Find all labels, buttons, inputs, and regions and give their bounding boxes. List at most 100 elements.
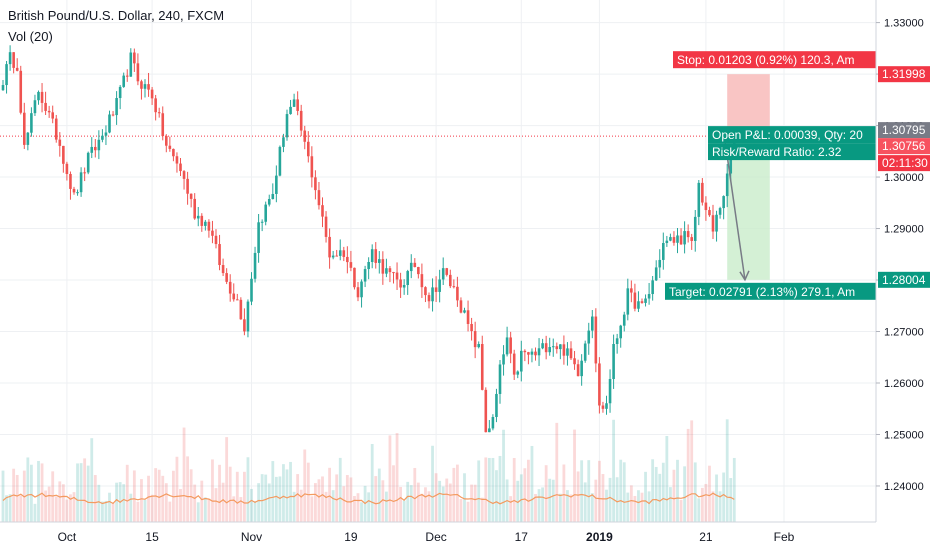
volume-bar [402, 500, 406, 522]
candle-body [278, 146, 282, 176]
volume-bar [132, 470, 136, 522]
candle-body [136, 63, 140, 82]
volume-bar [353, 495, 356, 522]
candle-body [566, 348, 569, 356]
candle-body [367, 261, 370, 270]
candle-body [541, 343, 544, 349]
candle-body [374, 249, 378, 263]
volume-bar [626, 492, 630, 522]
volume-bar [456, 464, 459, 522]
candle-body [104, 132, 108, 136]
volume-indicator-label[interactable]: Vol (20) [8, 29, 53, 44]
candle-body [182, 171, 186, 179]
volume-bar [360, 502, 363, 522]
candle-body [605, 403, 608, 409]
volume-bar [523, 468, 527, 522]
candle-body [619, 325, 622, 339]
volume-bar [342, 486, 346, 522]
candle-body [715, 214, 718, 232]
volume-bar [140, 479, 143, 522]
candle-body [51, 112, 54, 119]
volume-bar [15, 474, 19, 522]
candle-body [122, 75, 125, 87]
candle-body [491, 417, 495, 429]
volume-bar [385, 491, 388, 522]
volume-bar [537, 489, 541, 522]
volume-bar [335, 474, 339, 522]
candle-body [495, 393, 498, 418]
open-pl-label-bg [708, 126, 876, 144]
candle-body [133, 52, 136, 64]
candle-body [587, 330, 591, 344]
candle-body [576, 364, 580, 377]
volume-bar [278, 476, 282, 522]
candle-body [615, 338, 619, 344]
candle-body [679, 235, 683, 245]
candle-body [218, 244, 221, 266]
candle-body [512, 353, 516, 375]
candle-body [424, 287, 427, 296]
candle-body [111, 114, 115, 116]
candle-body [115, 98, 118, 116]
time-tick-label: Oct [58, 530, 77, 544]
volume-bar [314, 483, 317, 522]
volume-bar [282, 464, 285, 522]
volume-bar [79, 463, 83, 522]
candle-body [165, 136, 168, 146]
volume-bar [61, 484, 65, 522]
candle-body [626, 288, 630, 315]
candle-body [622, 314, 626, 326]
volume-bar [409, 485, 413, 522]
volume-bar [257, 483, 260, 522]
volume-bar [299, 489, 303, 522]
volume-bar [580, 460, 584, 522]
candle-body [129, 52, 133, 77]
volume-bar [207, 498, 211, 522]
candle-body [438, 279, 441, 292]
candle-body [211, 230, 214, 236]
volume-bar [590, 493, 594, 522]
candle-body [143, 84, 147, 89]
volume-bar [154, 468, 158, 522]
countdown-timer-tag: 02:11:30 [882, 156, 928, 170]
volume-bar [665, 435, 669, 522]
candle-body [427, 295, 431, 302]
candle-body [378, 259, 381, 263]
candle-body [516, 371, 520, 375]
volume-bar [86, 465, 90, 522]
stop-label-bg [673, 51, 876, 69]
volume-bar [605, 489, 608, 522]
volume-bar [576, 471, 580, 522]
candle-body [509, 337, 512, 354]
volume-bar [260, 474, 264, 522]
volume-bar [374, 476, 378, 522]
volume-bar [303, 449, 307, 522]
volume-bar [661, 462, 665, 522]
candle-body [54, 118, 58, 140]
volume-bar [612, 419, 615, 522]
volume-bar [306, 462, 310, 522]
candle-body [125, 75, 129, 77]
volume-bar [477, 460, 481, 522]
candle-body [175, 156, 179, 164]
volume-bar [232, 496, 236, 522]
volume-bar [97, 484, 101, 522]
candle-body [79, 172, 83, 193]
volume-bar [367, 492, 371, 522]
volume-bar [541, 487, 544, 522]
candle-body [236, 299, 239, 301]
volume-bar [722, 472, 726, 522]
volume-bar [189, 469, 193, 522]
volume-bar [111, 502, 115, 522]
candle-body [683, 231, 686, 245]
volume-bar [718, 491, 722, 522]
volume-bar [654, 466, 658, 522]
target-price-tag-bg [878, 271, 930, 288]
candle-body [83, 172, 86, 174]
volume-bar [530, 445, 534, 522]
candle-body [307, 141, 310, 157]
candle-body [303, 130, 307, 142]
candle-body [40, 91, 44, 103]
